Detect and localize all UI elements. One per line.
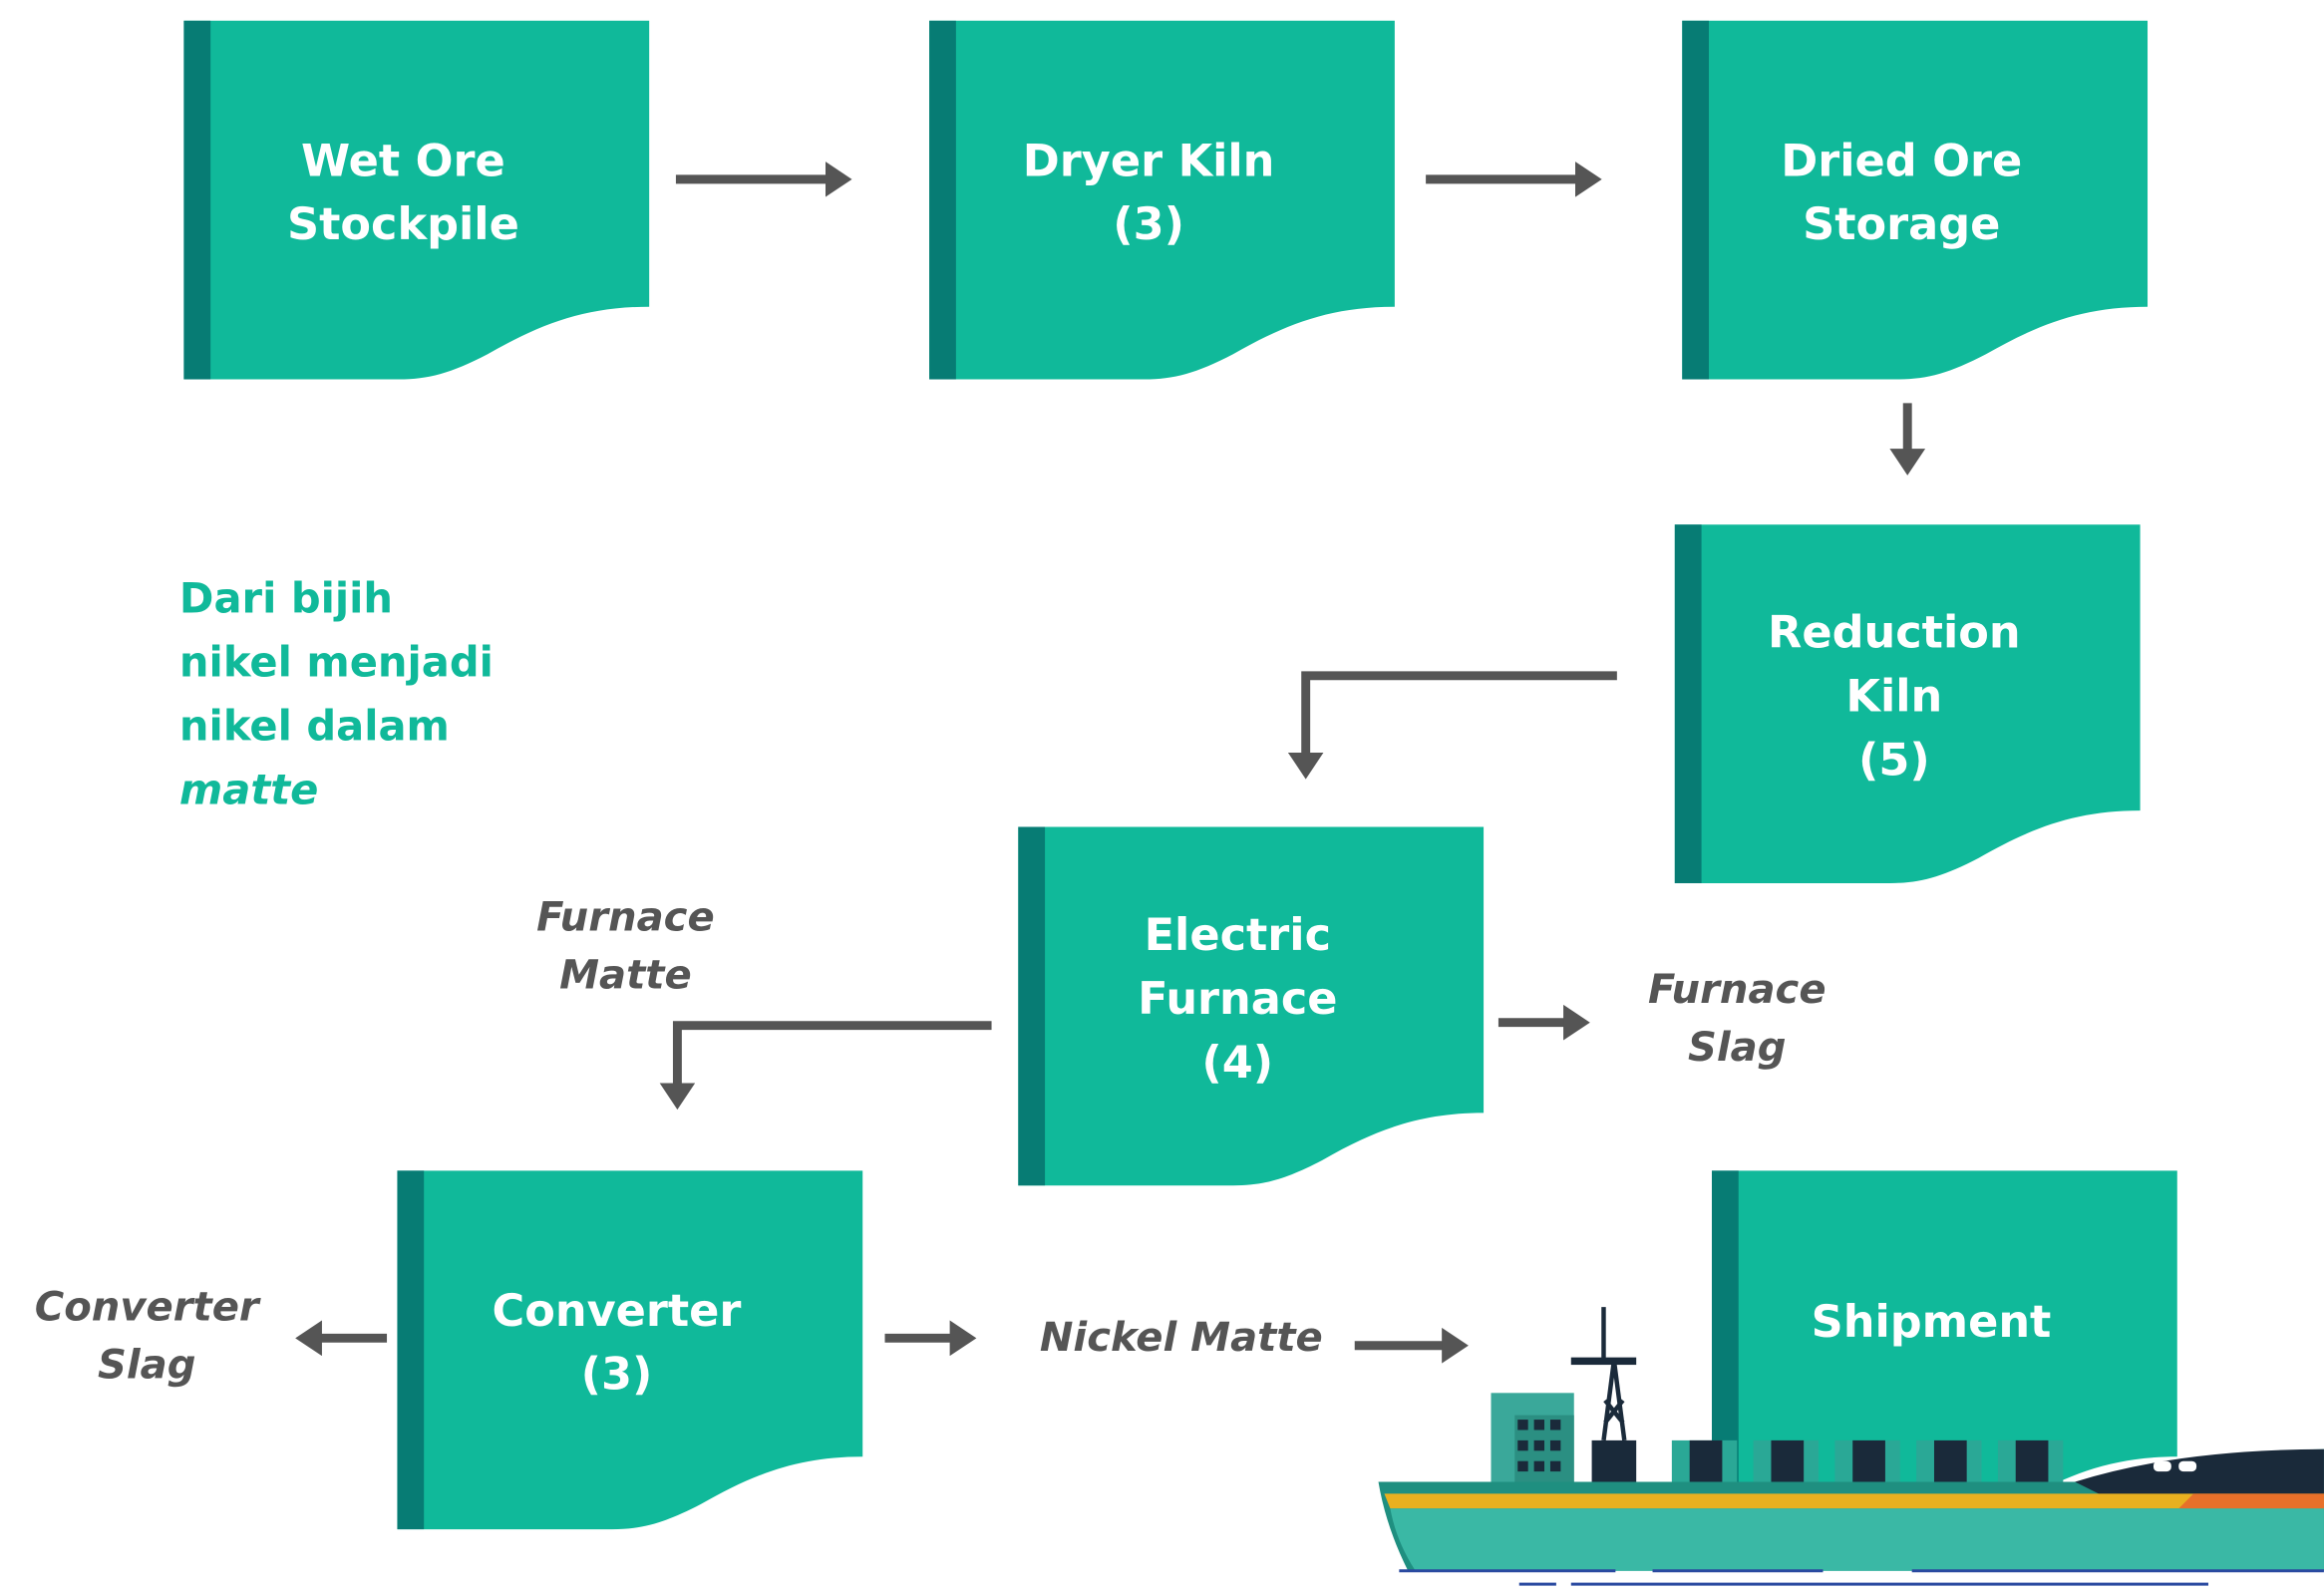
output-label: Slag — [98, 1342, 195, 1388]
node-label: (4) — [1201, 1037, 1273, 1089]
output-label: Matte — [559, 952, 692, 998]
node-label: (5) — [1858, 735, 1930, 787]
process-node: Dryer Kiln (3) — [929, 21, 1395, 380]
node-strip — [1675, 524, 1702, 883]
arrow — [1306, 676, 1617, 773]
node-label: Electric — [1145, 909, 1331, 961]
arrow — [677, 1026, 991, 1103]
output-label: Slag — [1688, 1025, 1786, 1071]
process-diagram: Wet Ore Stockpile Dryer Kiln (3) Dried Ore St… — [0, 0, 2324, 1593]
node-label: Furnace — [1138, 973, 1337, 1025]
process-node: Wet Ore Stockpile — [183, 21, 649, 380]
process-node: Dried Ore Storage — [1682, 21, 2148, 380]
output-label: Nickel Matte — [1040, 1315, 1323, 1361]
page: {"nodes": [ {"lines": ["Wet Ore", "Stock… — [0, 0, 2324, 1593]
process-node: Converter (3) — [397, 1170, 862, 1529]
node-label: Reduction — [1768, 607, 2021, 659]
node-strip — [929, 21, 956, 380]
node-strip — [397, 1170, 424, 1529]
node-label: Shipment — [1812, 1296, 2052, 1348]
output-label: Converter — [35, 1284, 261, 1330]
note-text: Dari bijih — [179, 574, 393, 623]
node-strip — [1018, 826, 1045, 1185]
node-label: Dryer Kiln — [1023, 135, 1275, 186]
node-strip — [183, 21, 210, 380]
node-label: Storage — [1803, 198, 2000, 250]
node-strip — [1682, 21, 1709, 380]
output-label: Furnace — [1648, 967, 1826, 1013]
node-label: Dried Ore — [1781, 135, 2022, 186]
node-label: Converter — [493, 1285, 742, 1337]
node-label: Wet Ore — [301, 135, 505, 186]
node-label: (3) — [581, 1349, 653, 1401]
node-label: (3) — [1113, 198, 1184, 250]
note-text: nikel dalam — [179, 701, 450, 750]
node-label: Stockpile — [287, 198, 519, 250]
note-text: nikel menjadi — [179, 637, 494, 686]
node-label: Kiln — [1845, 671, 1942, 723]
note-text: matte — [179, 765, 318, 813]
process-node: Electric Furnace (4) — [1018, 826, 1484, 1185]
output-label: Furnace — [536, 894, 715, 940]
process-node: Reduction Kiln (5) — [1675, 524, 2141, 883]
